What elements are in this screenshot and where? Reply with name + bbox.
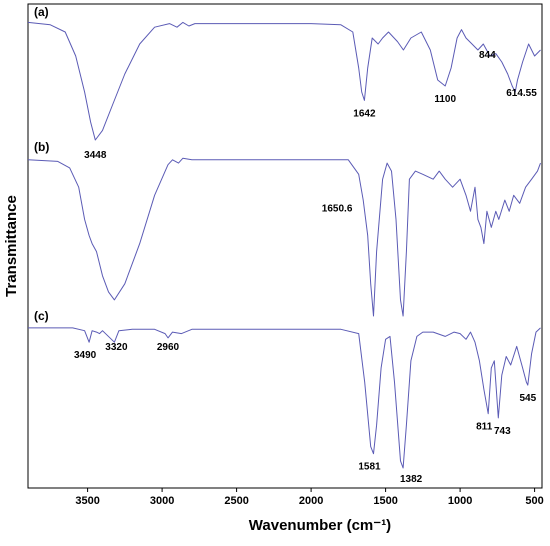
peak-label-3320: 3320	[105, 342, 128, 353]
x-axis-label: Wavenumber (cm⁻¹)	[249, 517, 391, 534]
spectrum-line-a	[27, 21, 541, 141]
peak-label-1581: 1581	[358, 462, 381, 473]
x-tick-label-500: 500	[525, 495, 543, 507]
peak-label-1650-6: 1650.6	[322, 204, 353, 215]
peak-label-1642: 1642	[353, 108, 376, 119]
peak-label-2960: 2960	[157, 342, 180, 353]
panel-label-c: (c)	[34, 309, 49, 323]
peak-labels-layer: (a) (b) (c) 3448 1642 1100 844 614.55 1650.6 3490…	[34, 5, 537, 485]
x-axis-ticks: 3500 3000 2500 2000 1500 1000 500	[75, 488, 544, 507]
x-tick-label-1000: 1000	[448, 495, 472, 507]
peak-label-1382: 1382	[400, 474, 423, 485]
peak-label-545: 545	[519, 393, 536, 404]
x-tick-label-2000: 2000	[299, 495, 323, 507]
spectrum-line-b	[27, 157, 541, 317]
peak-label-614-55: 614.55	[506, 88, 537, 99]
panel-label-b: (b)	[34, 140, 49, 154]
spectrum-line-c	[28, 327, 541, 469]
x-tick-label-3500: 3500	[75, 495, 99, 507]
spectra-layer	[27, 21, 541, 469]
x-tick-label-3000: 3000	[150, 495, 174, 507]
y-axis-label: Transmittance	[3, 195, 20, 297]
x-tick-label-1500: 1500	[373, 495, 397, 507]
peak-label-3448: 3448	[84, 150, 107, 161]
peak-label-811: 811	[476, 422, 493, 433]
plot-frame	[27, 3, 543, 489]
peak-label-3490: 3490	[74, 350, 97, 361]
peak-label-743: 743	[494, 426, 511, 437]
peak-label-844: 844	[479, 50, 496, 61]
peak-label-1100: 1100	[434, 94, 456, 105]
x-tick-label-2500: 2500	[224, 495, 248, 507]
panel-label-a: (a)	[34, 5, 49, 19]
